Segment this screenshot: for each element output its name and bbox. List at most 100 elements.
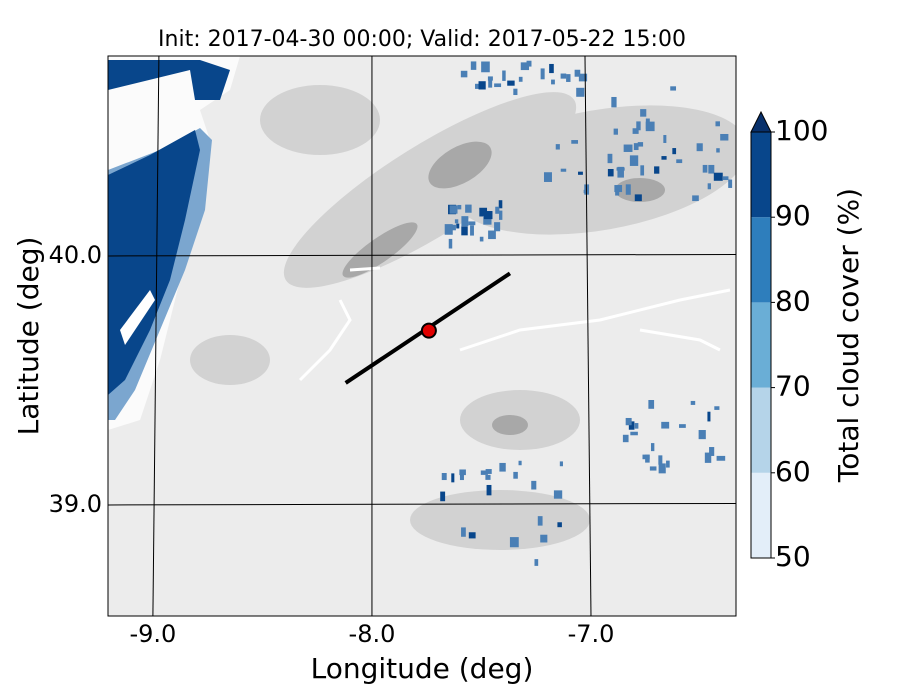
axes-frame xyxy=(107,55,737,617)
cloud-speck xyxy=(448,238,453,249)
cloud-speck xyxy=(520,62,530,71)
colorbar-tick-label: 90 xyxy=(775,199,811,232)
cloud-speck xyxy=(560,73,567,79)
grid-line xyxy=(152,56,160,616)
cloud-speck xyxy=(634,194,642,202)
cloud-speck xyxy=(636,121,641,131)
cloud-speck xyxy=(509,537,519,548)
cloud-speck xyxy=(728,179,733,188)
cloud-speck xyxy=(617,166,624,178)
colorbar-tick-label: 80 xyxy=(775,284,811,317)
cloud-speck xyxy=(557,522,562,528)
cloud-speck xyxy=(666,460,670,468)
cloud-speck xyxy=(648,400,655,409)
cloud-speck xyxy=(658,463,666,474)
cloud-speck xyxy=(513,88,518,96)
cloud-speck xyxy=(607,168,614,177)
cloud-speck xyxy=(714,406,720,410)
cloud-speck xyxy=(441,472,447,481)
cloud-speck xyxy=(630,431,638,436)
cloud-speck xyxy=(696,143,703,152)
cloud-speck xyxy=(634,423,639,429)
cloud-speck xyxy=(483,215,492,225)
map-background xyxy=(108,56,736,616)
x-tick-label: -8.0 xyxy=(349,620,396,648)
colorbar-segment xyxy=(751,387,771,473)
cloud-coast xyxy=(108,60,230,420)
colorbar-tick-label: 50 xyxy=(775,540,811,573)
cloud-speck xyxy=(486,484,492,496)
cloud-speck xyxy=(468,532,476,539)
colorbar-label: Total cloud cover (%) xyxy=(832,188,865,483)
cloud-speck xyxy=(487,76,493,81)
colorbar-segment xyxy=(751,472,771,558)
cloud-speck xyxy=(690,400,696,405)
cloud-speck xyxy=(713,172,723,181)
cloud-speck xyxy=(720,133,729,141)
cloud-speck xyxy=(716,148,720,153)
cloud-speck xyxy=(540,68,545,80)
map-overlay xyxy=(108,56,736,616)
cloud-speck xyxy=(449,205,458,214)
cloud-speck xyxy=(645,121,655,132)
cloud-speck xyxy=(537,516,543,526)
cloud-speck xyxy=(650,443,655,452)
cloud-speck xyxy=(468,221,476,226)
cloud-speck xyxy=(518,460,522,466)
cloud-speck xyxy=(531,480,537,490)
cloud-speck xyxy=(480,470,488,475)
cloud-speck xyxy=(707,411,711,422)
cloud-speck xyxy=(578,171,583,175)
cloud-speck xyxy=(485,469,492,474)
cloud-speck xyxy=(702,164,708,173)
y-tick-label: 40.0 xyxy=(49,241,102,269)
y-axis-label: Latitude (deg) xyxy=(12,237,45,436)
cloud-speck xyxy=(488,230,496,240)
cloud-speck xyxy=(640,109,647,117)
cloud-speck xyxy=(457,204,462,210)
x-axis-label: Longitude (deg) xyxy=(311,652,534,685)
cloud-speck xyxy=(549,63,554,74)
cloud-speck xyxy=(672,148,677,155)
cloud-speck xyxy=(637,142,644,147)
cloud-speck xyxy=(499,210,503,220)
chart-title: Init: 2017-04-30 00:00; Valid: 2017-05-2… xyxy=(158,27,686,52)
cloud-speck xyxy=(698,430,706,440)
cloud-speck xyxy=(488,80,493,88)
cloud-speck xyxy=(708,164,715,174)
cloud-speck xyxy=(465,204,472,213)
cloud-speck xyxy=(679,424,686,428)
cloud-speck xyxy=(629,155,639,166)
cloud-speck xyxy=(611,96,617,108)
cloud-speck xyxy=(444,224,453,235)
cloud-speck xyxy=(716,455,726,461)
cloud-speck xyxy=(518,76,523,82)
rivers xyxy=(298,266,731,382)
cloud-speck xyxy=(613,128,618,135)
cloud-speck xyxy=(574,69,581,77)
cloud-speck xyxy=(507,80,515,86)
cloud-speck xyxy=(479,207,488,217)
cloud-speck xyxy=(622,434,629,443)
colorbar-segment xyxy=(751,132,771,218)
cloud-speck xyxy=(526,60,532,67)
cloud-speck xyxy=(452,224,456,231)
cloud-speck xyxy=(551,79,555,85)
cloud-speck xyxy=(540,534,548,543)
cloud-speck xyxy=(495,206,500,214)
cloud-speck xyxy=(470,61,477,70)
cloud-speck xyxy=(623,144,633,152)
cloud-speck xyxy=(625,417,632,426)
grid-line xyxy=(108,502,736,506)
cloud-speck xyxy=(459,474,464,481)
cloud-speck xyxy=(640,165,645,176)
cloud-speck xyxy=(615,189,620,196)
y-tick-label: 39.0 xyxy=(49,490,102,518)
cloud-speck xyxy=(461,527,466,537)
cloud-speck xyxy=(543,172,552,182)
colorbar-segment xyxy=(751,217,771,303)
cloud-speck xyxy=(534,559,539,566)
cloud-speck xyxy=(470,225,474,236)
cloud-speck xyxy=(499,462,506,472)
